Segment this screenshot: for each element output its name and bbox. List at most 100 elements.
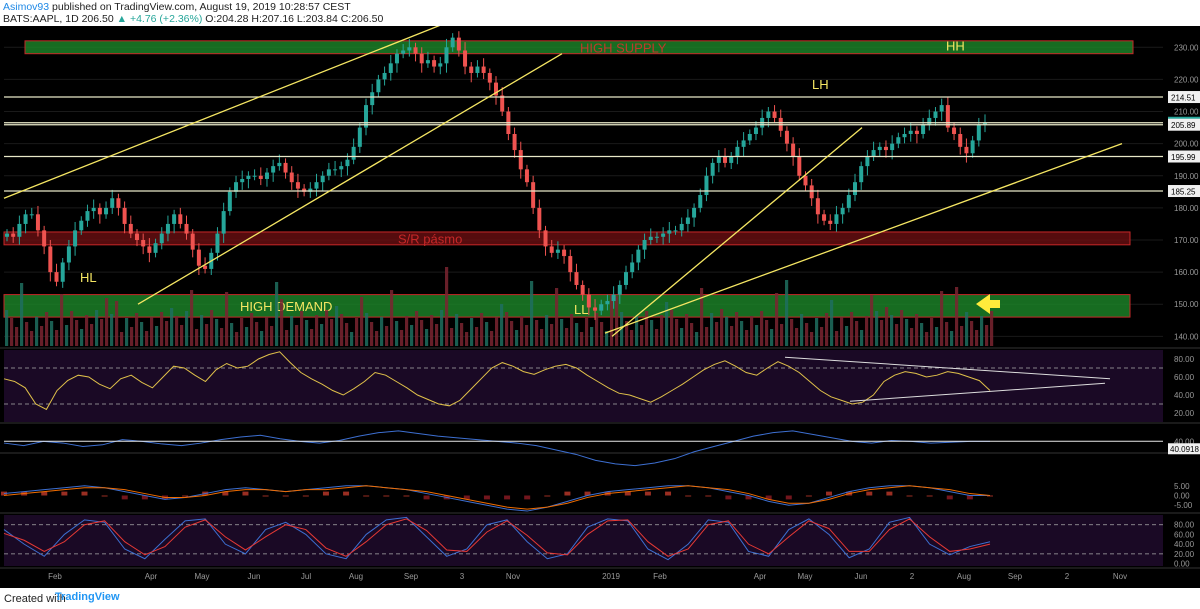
sr-level-label: 205.89 [1171, 121, 1196, 130]
volume-bar [195, 329, 199, 346]
candle-body [302, 188, 307, 192]
candle-body [921, 124, 926, 134]
candle-body [642, 240, 647, 250]
candle-body [364, 105, 369, 128]
volume-bar [835, 331, 839, 346]
candle-body [840, 207, 845, 215]
candle-body [605, 301, 610, 305]
macd-histogram-bar [61, 491, 68, 496]
candle-body [128, 223, 133, 234]
candle-body [599, 304, 604, 311]
time-tick-label: Jun [855, 572, 868, 581]
candle-body [952, 127, 957, 134]
volume-bar [565, 328, 569, 346]
volume-bar [265, 317, 269, 346]
volume-bar [705, 327, 709, 346]
candle-body [766, 111, 771, 118]
volume-bar [815, 318, 819, 346]
zone-sr [3, 231, 1131, 246]
time-tick-label: Apr [145, 572, 158, 581]
candle-body [203, 265, 208, 269]
macd-histogram-bar [483, 495, 490, 500]
volume-bar [825, 313, 829, 346]
time-tick-label: Aug [349, 572, 363, 581]
candle-body [370, 92, 375, 106]
chart-canvas[interactable]: 140.00 150.00 160.00 170.00 180.00 190.00 200.… [0, 26, 1200, 588]
volume-bar [260, 331, 264, 346]
candle-body [970, 140, 975, 154]
candle-body [42, 230, 47, 247]
volume-bar [680, 328, 684, 346]
volume-bar [75, 320, 79, 346]
volume-bar [645, 311, 649, 346]
volume-bar [320, 324, 324, 346]
macd-tick-label: -5.00 [1174, 501, 1193, 510]
macd-histogram-bar [725, 495, 732, 500]
volume-bar [5, 310, 9, 346]
volume-bar [595, 313, 599, 346]
stoch-d-line [3, 518, 991, 557]
candle-body [834, 214, 839, 224]
candle-body [537, 207, 542, 231]
volume-bar [485, 322, 489, 346]
candle-body [141, 240, 146, 247]
volume-bar [35, 317, 39, 346]
author-link[interactable]: Asimov93 [3, 1, 50, 13]
candle-body [165, 223, 170, 234]
volume-bar [785, 280, 789, 346]
volume-bar [125, 318, 129, 346]
candle-body [586, 294, 591, 308]
candle-body [240, 178, 245, 183]
candle-body [308, 188, 313, 192]
stoch-k-line [3, 516, 991, 561]
candle-body [698, 195, 703, 208]
volume-bar [55, 330, 59, 346]
macd-histogram-bar [584, 491, 591, 496]
volume-bar [280, 299, 284, 346]
volume-bar [300, 311, 304, 346]
macd-histogram-bar [463, 495, 470, 500]
volume-bar [845, 326, 849, 346]
macd-histogram-bar [826, 491, 833, 496]
volume-bar [550, 324, 554, 346]
volume-bar [745, 330, 749, 346]
volume-bar [30, 331, 34, 346]
volume-bar [765, 320, 769, 346]
price-tick-label: 190.00 [1174, 172, 1199, 181]
volume-bar [430, 315, 434, 346]
volume-bar [810, 332, 814, 346]
candle-body [289, 172, 294, 183]
adx-tick-label: 40.00 [1174, 437, 1195, 446]
volume-bar [985, 325, 989, 346]
time-tick-label: Jul [301, 572, 311, 581]
macd-histogram-bar [81, 491, 88, 496]
rsi-tick-label: 60.00 [1174, 373, 1195, 382]
zone-label-demand: HIGH DEMAND [240, 299, 332, 314]
candle-body [772, 111, 777, 118]
candle-body [846, 195, 851, 208]
time-axis: Feb Apr May Jun Jul Aug Sep 3 Nov 2019 Feb Apr May Ju… [48, 572, 1127, 581]
candle-body [97, 207, 102, 215]
time-tick-label: Sep [404, 572, 419, 581]
candle-body [246, 175, 251, 179]
last-price: 206.50 [81, 13, 114, 25]
macd-histogram-bar [403, 495, 410, 497]
candle-body [593, 307, 598, 311]
macd-histogram-bar [423, 495, 430, 500]
macd-histogram-bar [322, 491, 329, 496]
macd-histogram-bar [665, 491, 672, 496]
volume-bar [515, 330, 519, 346]
candle-body [617, 284, 622, 295]
candle-body [35, 214, 40, 231]
stoch-background [4, 515, 1163, 566]
tradingview-logo[interactable]: TradingView [55, 591, 120, 603]
candle-body [283, 162, 288, 173]
trendline [137, 53, 563, 305]
rsi-tick-label: 80.00 [1174, 355, 1195, 364]
candle-body [543, 230, 548, 247]
volume-bar [830, 300, 834, 346]
volume-bar [310, 329, 314, 346]
volume-bar [470, 318, 474, 346]
macd-histogram-bar [141, 495, 148, 500]
volume-bar [295, 325, 299, 346]
